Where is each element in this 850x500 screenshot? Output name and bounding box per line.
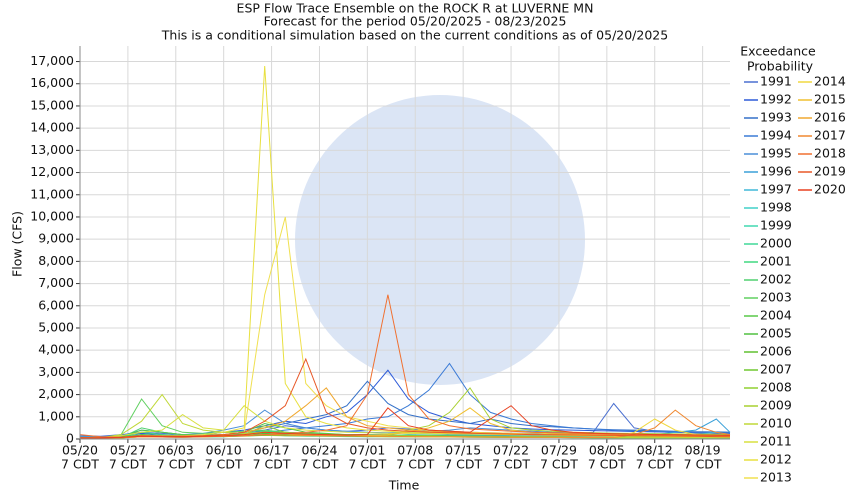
x-tick-label: 07/22	[493, 443, 529, 458]
x-axis-label: Time	[388, 478, 420, 493]
legend-label: 1991	[760, 74, 792, 89]
y-tick-label: 12,000	[30, 164, 74, 179]
x-tick-label: 06/24	[301, 443, 337, 458]
legend-label: 1995	[760, 146, 792, 161]
legend-label: 2018	[814, 146, 846, 161]
subtitle: Forecast for the period 05/20/2025 - 08/…	[264, 14, 567, 29]
legend-label: 2006	[760, 344, 792, 359]
x-tick-time: 7 CDT	[396, 457, 434, 472]
y-tick-label: 0	[66, 431, 74, 446]
x-tick-label: 07/08	[397, 443, 433, 458]
x-tick-time: 7 CDT	[348, 457, 386, 472]
x-tick-time: 7 CDT	[253, 457, 291, 472]
legend-label: 2007	[760, 362, 792, 377]
y-tick-label: 4,000	[38, 342, 74, 357]
x-tick-time: 7 CDT	[540, 457, 578, 472]
x-tick-label: 06/10	[206, 443, 242, 458]
x-tick-time: 7 CDT	[205, 457, 243, 472]
legend-label: 1998	[760, 200, 792, 215]
legend-title: Exceedance	[740, 44, 816, 59]
legend-label: 2004	[760, 308, 792, 323]
y-tick-label: 7,000	[38, 275, 74, 290]
y-tick-label: 16,000	[30, 75, 74, 90]
legend-label: 2001	[760, 254, 792, 269]
y-tick-label: 9,000	[38, 231, 74, 246]
y-tick-label: 14,000	[30, 120, 74, 135]
legend-label: 2003	[760, 290, 792, 305]
x-tick-time: 7 CDT	[301, 457, 339, 472]
series-line	[80, 405, 731, 439]
x-tick-time: 7 CDT	[492, 457, 530, 472]
series-line	[80, 357, 731, 439]
legend-label: 1999	[760, 218, 792, 233]
y-tick-label: 5,000	[38, 319, 74, 334]
legend-label: 2013	[760, 470, 792, 485]
legend-label: 2002	[760, 272, 792, 287]
x-tick-time: 7 CDT	[588, 457, 626, 472]
x-tick-time: 7 CDT	[157, 457, 195, 472]
legend-label: 1992	[760, 92, 792, 107]
y-tick-label: 6,000	[38, 297, 74, 312]
y-tick-label: 2,000	[38, 386, 74, 401]
x-tick-label: 05/20	[62, 443, 98, 458]
y-tick-label: 15,000	[30, 97, 74, 112]
chart-title: ESP Flow Trace Ensemble on the ROCK R at…	[237, 1, 594, 16]
subtitle: This is a conditional simulation based o…	[161, 28, 668, 43]
legend-label: 2015	[814, 92, 846, 107]
legend-label: 2005	[760, 326, 792, 341]
legend-label: 2014	[814, 74, 846, 89]
x-tick-time: 7 CDT	[109, 457, 147, 472]
legend-label: 2011	[760, 434, 792, 449]
x-tick-time: 7 CDT	[444, 457, 482, 472]
x-tick-time: 7 CDT	[684, 457, 722, 472]
legend-label: 2020	[814, 182, 846, 197]
x-tick-time: 7 CDT	[61, 457, 99, 472]
legend-label: 2000	[760, 236, 792, 251]
x-tick-label: 06/17	[254, 443, 290, 458]
x-tick-label: 07/01	[349, 443, 385, 458]
legend-label: 1997	[760, 182, 792, 197]
x-tick-label: 05/27	[110, 443, 146, 458]
y-tick-label: 8,000	[38, 253, 74, 268]
legend-label: 2008	[760, 380, 792, 395]
x-tick-label: 08/12	[637, 443, 673, 458]
legend-label: 2019	[814, 164, 846, 179]
y-tick-label: 17,000	[30, 53, 74, 68]
x-tick-label: 08/05	[589, 443, 625, 458]
x-tick-label: 07/29	[541, 443, 577, 458]
y-tick-label: 10,000	[30, 208, 74, 223]
y-axis-label: Flow (CFS)	[10, 211, 25, 277]
legend-label: 2009	[760, 398, 792, 413]
legend-label: 2016	[814, 110, 846, 125]
x-tick-label: 06/03	[158, 443, 194, 458]
x-tick-label: 08/19	[685, 443, 721, 458]
y-tick-label: 11,000	[30, 186, 74, 201]
y-tick-label: 1,000	[38, 408, 74, 423]
legend-label: 1993	[760, 110, 792, 125]
legend-title: Probability	[747, 59, 814, 74]
y-tick-label: 3,000	[38, 364, 74, 379]
legend-label: 2017	[814, 128, 846, 143]
x-tick-time: 7 CDT	[636, 457, 674, 472]
y-tick-label: 13,000	[30, 142, 74, 157]
legend-label: 2010	[760, 416, 792, 431]
legend-label: 1994	[760, 128, 792, 143]
legend-label: 2012	[760, 452, 792, 467]
x-tick-label: 07/15	[445, 443, 481, 458]
legend-label: 1996	[760, 164, 792, 179]
watermark	[295, 95, 585, 385]
